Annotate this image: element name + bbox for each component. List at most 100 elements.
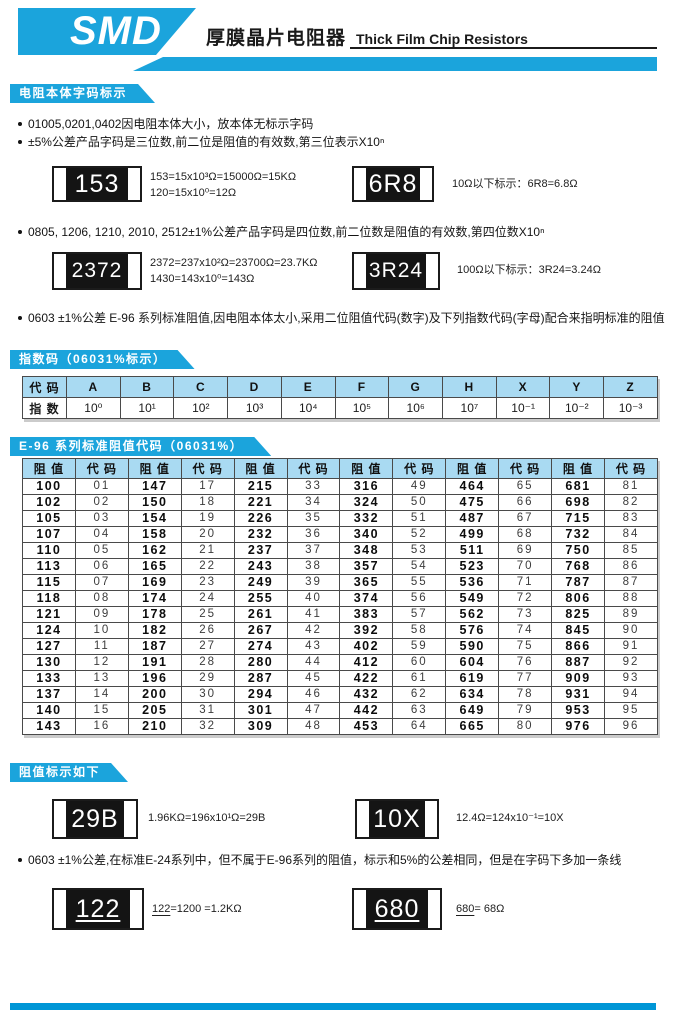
e96-code-cell: 44 [286, 654, 341, 671]
e96-value-cell: 402 [339, 638, 394, 655]
chip-terminal [354, 168, 366, 200]
chip-terminal [130, 890, 142, 928]
e96-code-cell: 03 [74, 510, 129, 527]
e96-code-cell: 09 [74, 606, 129, 623]
e96-value-cell: 200 [127, 686, 182, 703]
e96-code-cell: 26 [180, 622, 235, 639]
desc-2372-line1: 2372=237x10²Ω=23700Ω=23.7KΩ [150, 257, 318, 269]
e96-value-cell: 340 [339, 526, 394, 543]
e96-table-row: 100 01 147 17 215 33 316 49 464 65 681 81 [22, 478, 659, 495]
e96-value-cell: 124 [22, 622, 76, 639]
e96-value-cell: 121 [22, 606, 76, 623]
e96-code-cell: 95 [603, 702, 659, 719]
desc-2372: 2372=237x10²Ω=23700Ω=23.7KΩ 1430=143x10⁰… [150, 255, 318, 287]
e96-value-cell: 634 [445, 686, 500, 703]
exp-value-cell: 10⁻³ [603, 397, 658, 419]
e96-table-row: 137 14 200 30 294 46 432 62 634 78 931 94 [22, 686, 659, 703]
bullet-e96-code: 0603 ±1%公差 E-96 系列标准阻值,因电阻本体太小,采用二位阻值代码(… [18, 309, 665, 326]
e96-value-cell: 133 [22, 670, 76, 687]
e96-value-cell: 165 [127, 558, 182, 575]
e96-code-cell: 73 [498, 606, 553, 623]
e96-value-cell: 392 [339, 622, 394, 639]
e96-table-row: 107 04 158 20 232 36 340 52 499 68 732 84 [22, 526, 659, 543]
e96-value-cell: 825 [551, 606, 605, 623]
desc-153-line2: 120=15x10⁰=12Ω [150, 187, 237, 199]
e96-value-cell: 267 [233, 622, 288, 639]
e96-value-cell: 953 [551, 702, 605, 719]
e96-value-cell: 357 [339, 558, 394, 575]
e96-value-cell: 255 [233, 590, 288, 607]
bullet-5pct-three-digit: ±5%公差产品字码是三位数,前二位是阻值的有效数,第三位表示X10ⁿ [18, 133, 384, 150]
exp-value-cell: 10⁵ [334, 397, 390, 419]
e96-value-cell: 432 [339, 686, 394, 703]
desc-680-rest: = 68Ω [474, 903, 505, 915]
desc-122-rest: =1200 =1.2KΩ [170, 903, 242, 915]
e96-value-cell: 665 [445, 718, 500, 735]
e96-code-cell: 10 [74, 622, 129, 639]
e96-value-cell: 576 [445, 622, 500, 639]
e96-value-cell: 332 [339, 510, 394, 527]
e96-table-row: 143 16 210 32 309 48 453 64 665 80 976 96 [22, 718, 659, 735]
e96-value-cell: 309 [233, 718, 288, 735]
title-underline [350, 47, 657, 49]
e96-value-cell: 475 [445, 494, 500, 511]
desc-29b: 1.96KΩ=196x10¹Ω=29B [148, 812, 266, 824]
e96-code-cell: 72 [498, 590, 553, 607]
e96-value-cell: 221 [233, 494, 288, 511]
e96-table-row: 118 08 174 24 255 40 374 56 549 72 806 88 [22, 590, 659, 607]
exp-value-cell: 10⁴ [280, 397, 336, 419]
e96-value-cell: 549 [445, 590, 500, 607]
e96-code-cell: 63 [392, 702, 447, 719]
e96-value-cell: 102 [22, 494, 76, 511]
chip-terminal [357, 801, 369, 837]
e96-value-cell: 249 [233, 574, 288, 591]
exp-header-letter: X [495, 376, 551, 398]
e96-code-cell: 62 [392, 686, 447, 703]
exp-header-letter: Y [549, 376, 605, 398]
desc-122-underlined: 122 [152, 903, 171, 915]
e96-code-cell: 85 [603, 542, 659, 559]
e96-code-cell: 80 [498, 718, 553, 735]
exp-value-cell: 10⁷ [442, 397, 497, 419]
exp-value-cell: 10⁰ [66, 397, 121, 419]
e96-value-cell: 324 [339, 494, 394, 511]
e96-code-cell: 39 [286, 574, 341, 591]
e96-value-cell: 348 [339, 542, 394, 559]
e96-value-cell: 182 [127, 622, 182, 639]
e96-value-cell: 562 [445, 606, 500, 623]
e96-value-code-table: 阻 值代 码阻 值代 码阻 值代 码阻 值代 码阻 值代 码阻 值代 码 100… [22, 458, 659, 735]
e96-table-row: 127 11 187 27 274 43 402 59 590 75 866 91 [22, 638, 659, 655]
e96-value-cell: 115 [22, 574, 76, 591]
e96-header-value: 阻 值 [233, 458, 288, 479]
e96-value-cell: 365 [339, 574, 394, 591]
bullet-1pct-four-digit: 0805, 1206, 1210, 2010, 2512±1%公差产品字码是四位… [18, 223, 544, 240]
e96-code-cell: 37 [286, 542, 341, 559]
e96-code-cell: 19 [180, 510, 235, 527]
e96-code-cell: 46 [286, 686, 341, 703]
e96-code-cell: 12 [74, 654, 129, 671]
desc-680-underlined: 680 [456, 903, 475, 915]
e96-table-row: 140 15 205 31 301 47 442 63 649 79 953 95 [22, 702, 659, 719]
e96-code-cell: 83 [603, 510, 659, 527]
e96-code-cell: 51 [392, 510, 447, 527]
e96-value-cell: 536 [445, 574, 500, 591]
e96-table-header-row: 阻 值代 码阻 值代 码阻 值代 码阻 值代 码阻 值代 码阻 值代 码 [22, 458, 659, 479]
e96-header-value: 阻 值 [339, 458, 394, 479]
e96-code-cell: 47 [286, 702, 341, 719]
e96-code-cell: 18 [180, 494, 235, 511]
e96-value-cell: 174 [127, 590, 182, 607]
e96-code-cell: 36 [286, 526, 341, 543]
chip-terminal [54, 254, 66, 288]
e96-value-cell: 511 [445, 542, 500, 559]
e96-code-cell: 05 [74, 542, 129, 559]
e96-value-cell: 261 [233, 606, 288, 623]
e96-value-cell: 140 [22, 702, 76, 719]
chip-terminal [54, 168, 66, 200]
e96-value-cell: 280 [233, 654, 288, 671]
section-flag-e96-table: E-96 系列标准阻值代码（06031%） [10, 437, 271, 456]
e96-code-cell: 06 [74, 558, 129, 575]
e96-code-cell: 88 [603, 590, 659, 607]
e96-table-row: 110 05 162 21 237 37 348 53 511 69 750 85 [22, 542, 659, 559]
resistor-chip-29b: 29B [52, 799, 138, 839]
